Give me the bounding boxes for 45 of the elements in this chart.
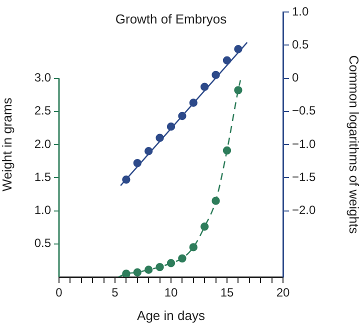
point [189,243,198,252]
point [122,270,130,277]
point [222,146,232,155]
y2-tick-label: 0.5 [292,37,310,52]
point [133,158,142,168]
point [144,266,153,274]
point [122,176,130,184]
y2-tick-label: −1.5 [292,170,316,184]
y-tick-label: 0.5 [34,236,52,250]
y-tick-label: 3.0 [34,70,52,85]
y-tick-label: 1.5 [34,170,52,184]
point [212,70,220,80]
point [234,86,242,94]
y2-tick-label: 1.0 [292,4,310,18]
point [156,134,164,142]
point [133,268,142,276]
y2-tick-label: 0 [292,70,299,85]
x-axis-title: Age in days [137,308,206,323]
y-tick-label: 2.0 [34,136,52,151]
x-tick-label: 20 [276,286,290,300]
y2-tick-label: −1.0 [292,136,316,151]
point [200,82,209,91]
y2-tick-label: −2.0 [292,203,316,218]
point [166,258,176,268]
x-tick-label: 0 [56,286,63,300]
y2-axis-title: Common logarithms of weights [346,55,361,234]
point [212,196,220,205]
point [178,254,186,263]
point [178,112,186,120]
point [200,222,209,231]
point [189,98,198,107]
chart-title: Growth of Embryos [115,12,228,27]
x-tick-label: 15 [220,286,234,300]
point [234,45,242,54]
y-axis-title: Weight in grams [0,97,14,192]
point [156,262,164,272]
point [222,56,232,64]
x-tick-label: 10 [164,286,178,300]
x-tick-label: 5 [112,286,119,300]
point [144,147,153,156]
point [166,122,176,131]
y-tick-label: 2.5 [34,104,52,118]
line-series [118,80,242,277]
y2-tick-label: −0.5 [292,104,316,118]
y-tick-label: 1.0 [34,203,52,218]
